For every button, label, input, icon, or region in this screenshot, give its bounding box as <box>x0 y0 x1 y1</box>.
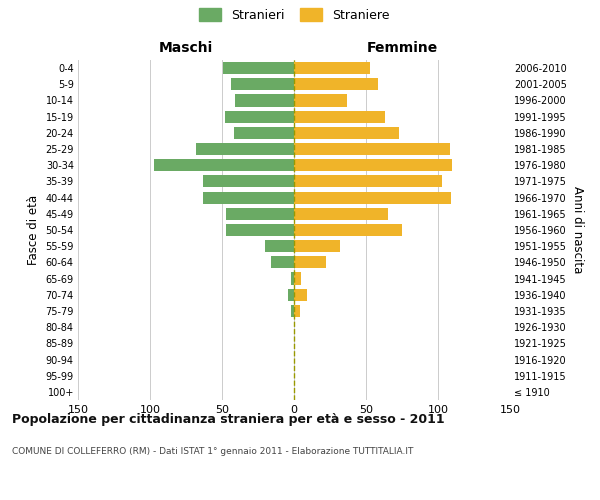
Bar <box>294 127 399 139</box>
Bar <box>203 192 294 203</box>
Bar <box>291 305 294 317</box>
Bar <box>294 159 452 172</box>
Bar <box>294 110 385 122</box>
Bar <box>294 224 402 236</box>
Legend: Stranieri, Straniere: Stranieri, Straniere <box>193 3 395 26</box>
Bar <box>294 78 377 90</box>
Bar <box>271 256 294 268</box>
Text: Femmine: Femmine <box>367 41 437 55</box>
Bar <box>294 143 449 155</box>
Text: Maschi: Maschi <box>159 41 213 55</box>
Bar <box>294 62 370 74</box>
Bar <box>294 240 340 252</box>
Bar <box>154 159 294 172</box>
Bar <box>288 288 294 301</box>
Bar <box>230 78 294 90</box>
Bar <box>294 272 301 284</box>
Y-axis label: Anni di nascita: Anni di nascita <box>571 186 584 274</box>
Bar <box>235 94 294 106</box>
Bar <box>265 240 294 252</box>
Bar <box>294 305 300 317</box>
Bar <box>225 110 294 122</box>
Text: Popolazione per cittadinanza straniera per età e sesso - 2011: Popolazione per cittadinanza straniera p… <box>12 412 445 426</box>
Bar <box>294 288 307 301</box>
Bar <box>196 143 294 155</box>
Bar <box>203 176 294 188</box>
Bar <box>294 208 388 220</box>
Bar <box>226 224 294 236</box>
Y-axis label: Fasce di età: Fasce di età <box>27 195 40 265</box>
Bar <box>223 62 294 74</box>
Bar <box>233 127 294 139</box>
Bar <box>291 272 294 284</box>
Bar <box>294 94 347 106</box>
Bar <box>294 176 442 188</box>
Text: COMUNE DI COLLEFERRO (RM) - Dati ISTAT 1° gennaio 2011 - Elaborazione TUTTITALIA: COMUNE DI COLLEFERRO (RM) - Dati ISTAT 1… <box>12 448 413 456</box>
Bar <box>226 208 294 220</box>
Bar <box>294 256 326 268</box>
Bar <box>294 192 451 203</box>
